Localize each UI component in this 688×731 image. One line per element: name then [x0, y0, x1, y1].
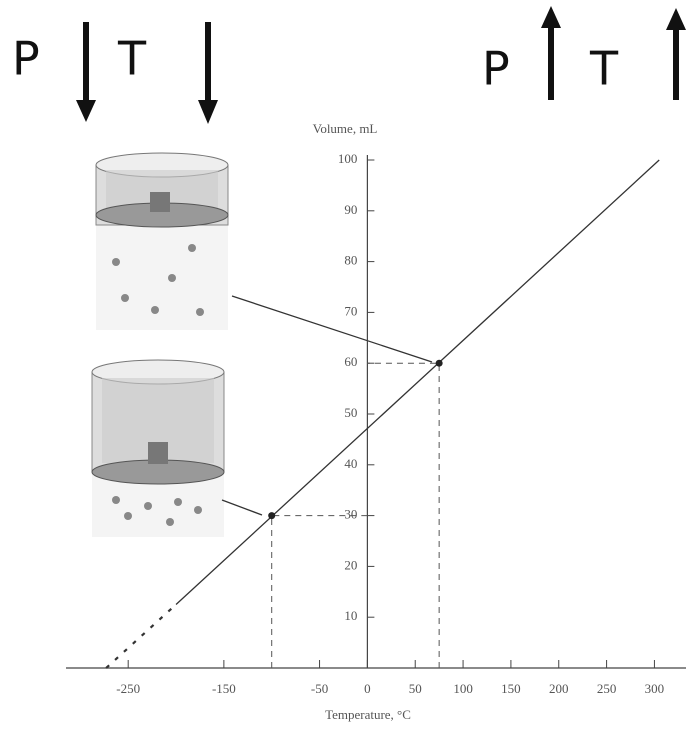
data-point	[436, 360, 443, 367]
cylinder-compressed	[92, 360, 224, 537]
y-tick-label: 90	[344, 202, 357, 217]
guide-line	[367, 363, 439, 668]
pointer-lines	[222, 296, 432, 515]
y-tick-label: 10	[344, 608, 357, 623]
x-tick-label: 250	[597, 681, 617, 696]
y-tick-label: 70	[344, 303, 357, 318]
guide-line	[272, 516, 368, 668]
x-axis-label: Temperature, °C	[325, 707, 411, 722]
y-tick-label: 60	[344, 354, 357, 369]
y-tick-label: 30	[344, 507, 357, 522]
chart: P T P T Volume, mL Temperature, °C -250 -…	[0, 0, 688, 731]
x-tick-label: 50	[409, 681, 422, 696]
y-tick-label: 20	[344, 557, 357, 572]
y-axis-label: Volume, mL	[313, 121, 378, 136]
annotation: T	[589, 42, 619, 96]
x-tick-label: 0	[364, 681, 371, 696]
y-tick-label: 40	[344, 456, 357, 471]
y-tick-label: 50	[344, 405, 357, 420]
x-tick-label: -50	[311, 681, 328, 696]
x-tick-label: -150	[212, 681, 236, 696]
x-tick-label: 100	[453, 681, 473, 696]
x-tick-label: 150	[501, 681, 521, 696]
data-line	[106, 605, 176, 669]
x-tick-label: 300	[645, 681, 665, 696]
annotation: T	[117, 32, 147, 86]
annotation: P	[482, 42, 510, 96]
data-line	[176, 160, 659, 605]
y-tick-label: 80	[344, 253, 357, 268]
annotation: P	[12, 32, 40, 86]
cylinder-expanded	[96, 153, 228, 330]
x-tick-label: 200	[549, 681, 569, 696]
data-point	[268, 512, 275, 519]
y-tick-label: 100	[338, 151, 358, 166]
x-tick-label: -250	[116, 681, 140, 696]
